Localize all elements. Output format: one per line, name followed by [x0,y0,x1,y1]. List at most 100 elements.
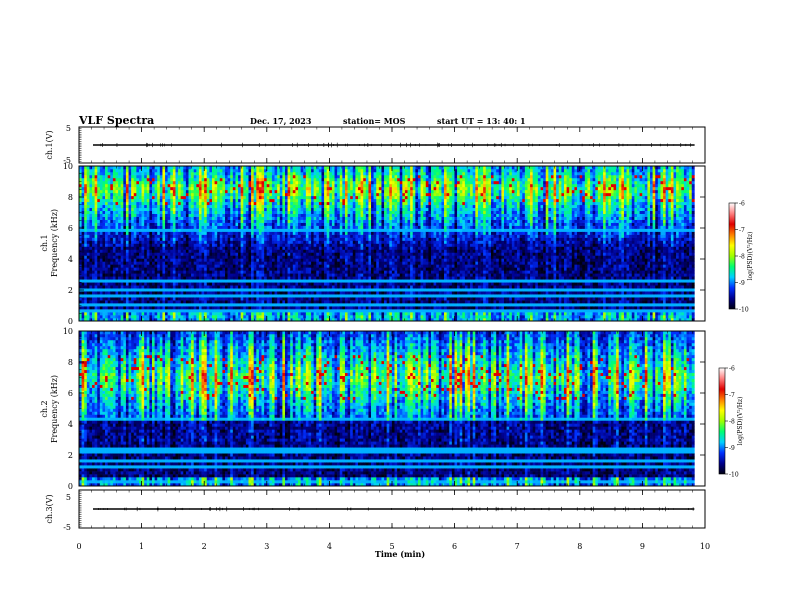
spectrogram-cell [142,205,145,208]
spectrogram-cell [267,249,270,252]
spectrogram-cell [280,208,283,211]
spectrogram-cell [251,249,254,252]
spectrogram-cell [293,267,296,270]
spectrogram-cell [238,196,241,199]
spectrogram-cell [147,181,150,184]
spectrogram-cell [225,312,228,315]
spectrogram-cell [207,223,210,226]
ch1-spectrogram [79,166,695,321]
spectrogram-cell [110,276,113,279]
spectrogram-cell [269,309,272,312]
spectrogram-cell [194,244,197,247]
spectrogram-cell [225,276,228,279]
spectrogram-cell [215,187,218,190]
spectrogram-cell [272,199,275,202]
spectrogram-cell [87,300,90,303]
spectrogram-cell [308,244,311,247]
spectrogram-cell [118,249,121,252]
spectrogram-cell [293,270,296,273]
spectrogram-cell [246,246,249,249]
spectrogram-cell [173,288,176,291]
spectrogram-cell [105,202,108,205]
spectrogram-cell [82,270,85,273]
spectrogram-cell [118,255,121,258]
spectrogram-cell [183,291,186,294]
spectrogram-cell [191,297,194,300]
spectrogram-cell [170,264,173,267]
spectrogram-cell [116,220,119,223]
spectrogram-cell [139,261,142,264]
spectrogram-cell [157,294,160,297]
spectrogram-cell [207,258,210,261]
spectrogram-cell [102,315,105,318]
spectrogram-cell [116,229,119,232]
spectrogram-cell [246,297,249,300]
spectrogram-cell [168,220,171,223]
spectrogram-cell [175,235,178,238]
spectrogram-cell [168,229,171,232]
spectrogram-cell [194,270,197,273]
spectrogram-cell [225,252,228,255]
spectrogram-cell [269,196,272,199]
spectrogram-cell [183,169,186,172]
spectrogram-cell [301,190,304,193]
spectrogram-cell [262,241,265,244]
spectrogram-cell [110,300,113,303]
spectrogram-cell [295,238,298,241]
spectrogram-cell [105,214,108,217]
spectrogram-cell [95,264,98,267]
spectrogram-cell [280,169,283,172]
spectrogram-cell [175,193,178,196]
spectrogram-cell [262,235,265,238]
spectrogram-cell [131,246,134,249]
spectrogram-cell [316,244,319,247]
spectrogram-cell [108,267,111,270]
spectrogram-cell [246,303,249,306]
spectrogram-cell [254,193,257,196]
spectrogram-cell [183,178,186,181]
spectrogram-cell [222,211,225,214]
spectrogram-cell [194,294,197,297]
spectrogram-cell [84,276,87,279]
spectrogram-cell [314,229,317,232]
spectrogram-cell [288,175,291,178]
spectrogram-cell [121,181,124,184]
spectrogram-cell [209,235,212,238]
spectrogram-cell [168,190,171,193]
spectrogram-cell [225,172,228,175]
spectrogram-cell [293,217,296,220]
spectrogram-cell [295,279,298,282]
station-label: station= MOS [343,116,406,126]
spectrogram-cell [147,199,150,202]
spectrogram-cell [170,303,173,306]
spectrogram-cell [256,282,259,285]
spectrogram-cell [230,229,233,232]
spectrogram-cell [288,190,291,193]
spectrogram-cell [118,211,121,214]
spectrogram-cell [149,312,152,315]
spectrogram-cell [256,312,259,315]
spectrogram-cell [157,246,160,249]
spectrogram-cell [314,217,317,220]
spectrogram-cell [162,211,165,214]
spectrogram-cell [238,255,241,258]
spectrogram-cell [204,267,207,270]
spectrogram-cell [301,309,304,312]
spectrogram-cell [194,229,197,232]
spectrogram-cell [264,306,267,309]
spectrogram-cell [238,309,241,312]
spectrogram-cell [319,172,322,175]
spectrogram-cell [123,309,126,312]
spectrogram-cell [303,291,306,294]
spectrogram-cell [199,270,202,273]
spectrogram-cell [269,303,272,306]
spectrogram-cell [295,244,298,247]
spectrogram-cell [147,276,150,279]
spectrogram-cell [162,217,165,220]
spectrogram-cell [139,306,142,309]
spectrogram-cell [243,315,246,318]
spectrogram-cell [264,294,267,297]
spectrogram-cell [147,312,150,315]
spectrogram-cell [235,294,238,297]
spectrogram-cell [82,300,85,303]
